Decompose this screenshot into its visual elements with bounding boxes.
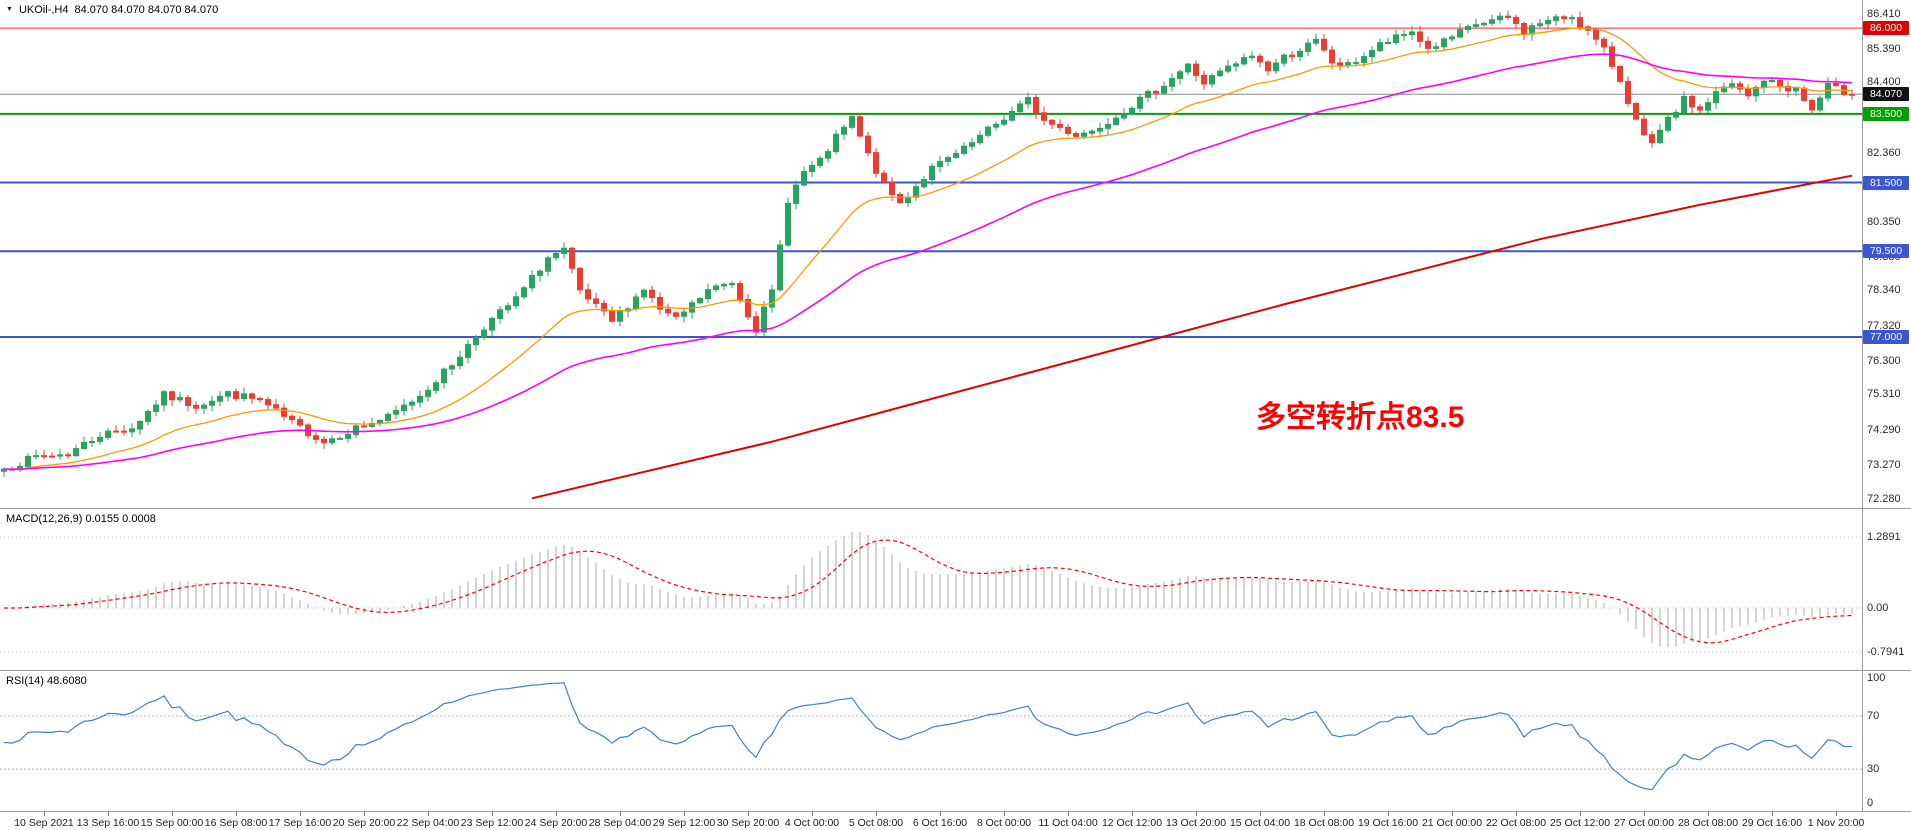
rsi-canvas[interactable] (0, 671, 1911, 811)
time-tick (1260, 812, 1261, 816)
time-axis-label: 18 Oct 08:00 (1293, 817, 1355, 829)
price-scale-separator (1862, 0, 1863, 811)
time-tick (428, 812, 429, 816)
time-axis[interactable]: 10 Sep 2021 13 Sep 16:00 15 Sep 00:00 16 Se… (0, 811, 1911, 830)
time-axis-label: 6 Oct 16:00 (912, 817, 968, 829)
time-axis-label: 5 Oct 08:00 (848, 817, 904, 829)
time-axis-label: 15 Oct 04:00 (1229, 817, 1291, 829)
price-axis-label: 80.350 (1867, 215, 1901, 228)
time-tick (1644, 812, 1645, 816)
time-axis-label: 11 Oct 04:00 (1038, 817, 1098, 829)
price-tag-79.500[interactable]: 79.500 (1863, 244, 1909, 259)
time-tick (1388, 812, 1389, 816)
time-axis-label: 17 Sep 16:00 (268, 817, 332, 829)
time-axis-label: 1 Nov 20:00 (1807, 817, 1865, 829)
rsi-axis-label: 30 (1867, 763, 1880, 776)
price-tag-81.500[interactable]: 81.500 (1863, 175, 1909, 190)
time-tick (300, 812, 301, 816)
price-axis-label: 85.390 (1867, 42, 1901, 55)
time-tick (1708, 812, 1709, 816)
time-tick (44, 812, 45, 816)
time-tick (1004, 812, 1005, 816)
time-axis-label: 30 Sep 20:00 (716, 817, 780, 829)
symbol-timeframe-label: UKOil-,H4 (18, 4, 69, 16)
time-axis-label: 28 Oct 08:00 (1677, 817, 1739, 829)
rsi-axis-label: 0 (1867, 797, 1874, 809)
candlestick-canvas[interactable] (0, 0, 1911, 508)
macd-panel: MACD(12,26,9) 0.0155 0.0008 1.2891 0.00 -0… (0, 508, 1911, 670)
time-tick (1324, 812, 1325, 816)
price-axis-label: 76.300 (1867, 354, 1901, 367)
time-tick (876, 812, 877, 816)
price-tag-83.500[interactable]: 83.500 (1863, 106, 1909, 121)
price-tag-86.000[interactable]: 86.000 (1863, 21, 1909, 36)
rsi-panel: RSI(14) 48.6080 100 70 30 0 (0, 670, 1911, 811)
time-tick (364, 812, 365, 816)
time-tick (108, 812, 109, 816)
time-axis-label: 28 Sep 04:00 (588, 817, 652, 829)
time-tick (172, 812, 173, 816)
price-tag-77.000[interactable]: 77.000 (1863, 329, 1909, 344)
ohlc-readout: 84.070 84.070 84.070 84.070 (74, 4, 219, 16)
time-axis-label: 8 Oct 00:00 (976, 817, 1032, 829)
time-axis-label: 25 Oct 12:00 (1549, 817, 1611, 829)
time-tick (236, 812, 237, 816)
time-axis-label: 19 Oct 16:00 (1357, 817, 1419, 829)
time-tick (1580, 812, 1581, 816)
time-axis-label: 29 Oct 16:00 (1741, 817, 1803, 829)
macd-indicator-label: MACD(12,26,9) 0.0155 0.0008 (6, 513, 156, 525)
time-tick (1196, 812, 1197, 816)
price-axis-label: 73.270 (1867, 458, 1901, 471)
time-tick (620, 812, 621, 816)
price-axis-label: 77.320 (1867, 319, 1901, 332)
time-tick (748, 812, 749, 816)
price-chart-panel: ▼ UKOil-,H4 84.070 84.070 84.070 84.070 … (0, 0, 1911, 508)
time-axis-label: 24 Sep 20:00 (524, 817, 588, 829)
time-tick (1132, 812, 1133, 816)
price-axis-label: 86.410 (1867, 7, 1901, 20)
time-tick (1068, 812, 1069, 816)
chart-expand-icon[interactable]: ▼ (6, 6, 13, 13)
rsi-indicator-label: RSI(14) 48.6080 (6, 675, 87, 687)
price-axis-label: 78.340 (1867, 284, 1901, 297)
time-axis-label: 22 Sep 04:00 (396, 817, 460, 829)
rsi-axis-label: 100 (1867, 672, 1886, 684)
price-axis-label: 75.310 (1867, 388, 1901, 401)
time-tick (492, 812, 493, 816)
time-axis-label: 29 Sep 12:00 (652, 817, 716, 829)
time-tick (1836, 812, 1837, 816)
chart-title: ▼ UKOil-,H4 84.070 84.070 84.070 84.070 (6, 4, 218, 16)
time-axis-label: 20 Sep 20:00 (332, 817, 396, 829)
time-axis-label: 12 Oct 12:00 (1101, 817, 1163, 829)
price-axis-label: 84.400 (1867, 76, 1901, 89)
time-axis-label: 16 Sep 08:00 (204, 817, 268, 829)
time-axis-label: 10 Sep 2021 (14, 817, 74, 829)
time-axis-label: 4 Oct 00:00 (784, 817, 840, 829)
time-axis-label: 15 Sep 00:00 (140, 817, 204, 829)
time-tick (1452, 812, 1453, 816)
time-tick (812, 812, 813, 816)
time-tick (1772, 812, 1773, 816)
time-tick (1516, 812, 1517, 816)
price-axis-label: 74.290 (1867, 423, 1901, 436)
price-axis-label: 72.280 (1867, 492, 1901, 505)
time-tick (684, 812, 685, 816)
time-tick (940, 812, 941, 816)
annotation-text: 多空转折点83.5 (1256, 401, 1465, 434)
time-axis-label: 21 Oct 00:00 (1421, 817, 1483, 829)
time-axis-label: 23 Sep 12:00 (460, 817, 524, 829)
rsi-axis-label: 70 (1867, 709, 1880, 722)
time-axis-label: 13 Sep 16:00 (76, 817, 140, 829)
time-axis-label: 13 Oct 20:00 (1165, 817, 1227, 829)
time-tick (556, 812, 557, 816)
macd-axis-label: 0.00 (1867, 602, 1889, 614)
price-tag-84.070[interactable]: 84.070 (1863, 87, 1909, 102)
macd-axis-label: -0.7941 (1867, 645, 1905, 658)
time-axis-label: 22 Oct 08:00 (1485, 817, 1547, 829)
macd-axis-label: 1.2891 (1867, 531, 1901, 544)
price-axis-label: 82.360 (1867, 146, 1901, 159)
macd-canvas[interactable] (0, 509, 1911, 670)
time-axis-label: 27 Oct 00:00 (1613, 817, 1675, 829)
